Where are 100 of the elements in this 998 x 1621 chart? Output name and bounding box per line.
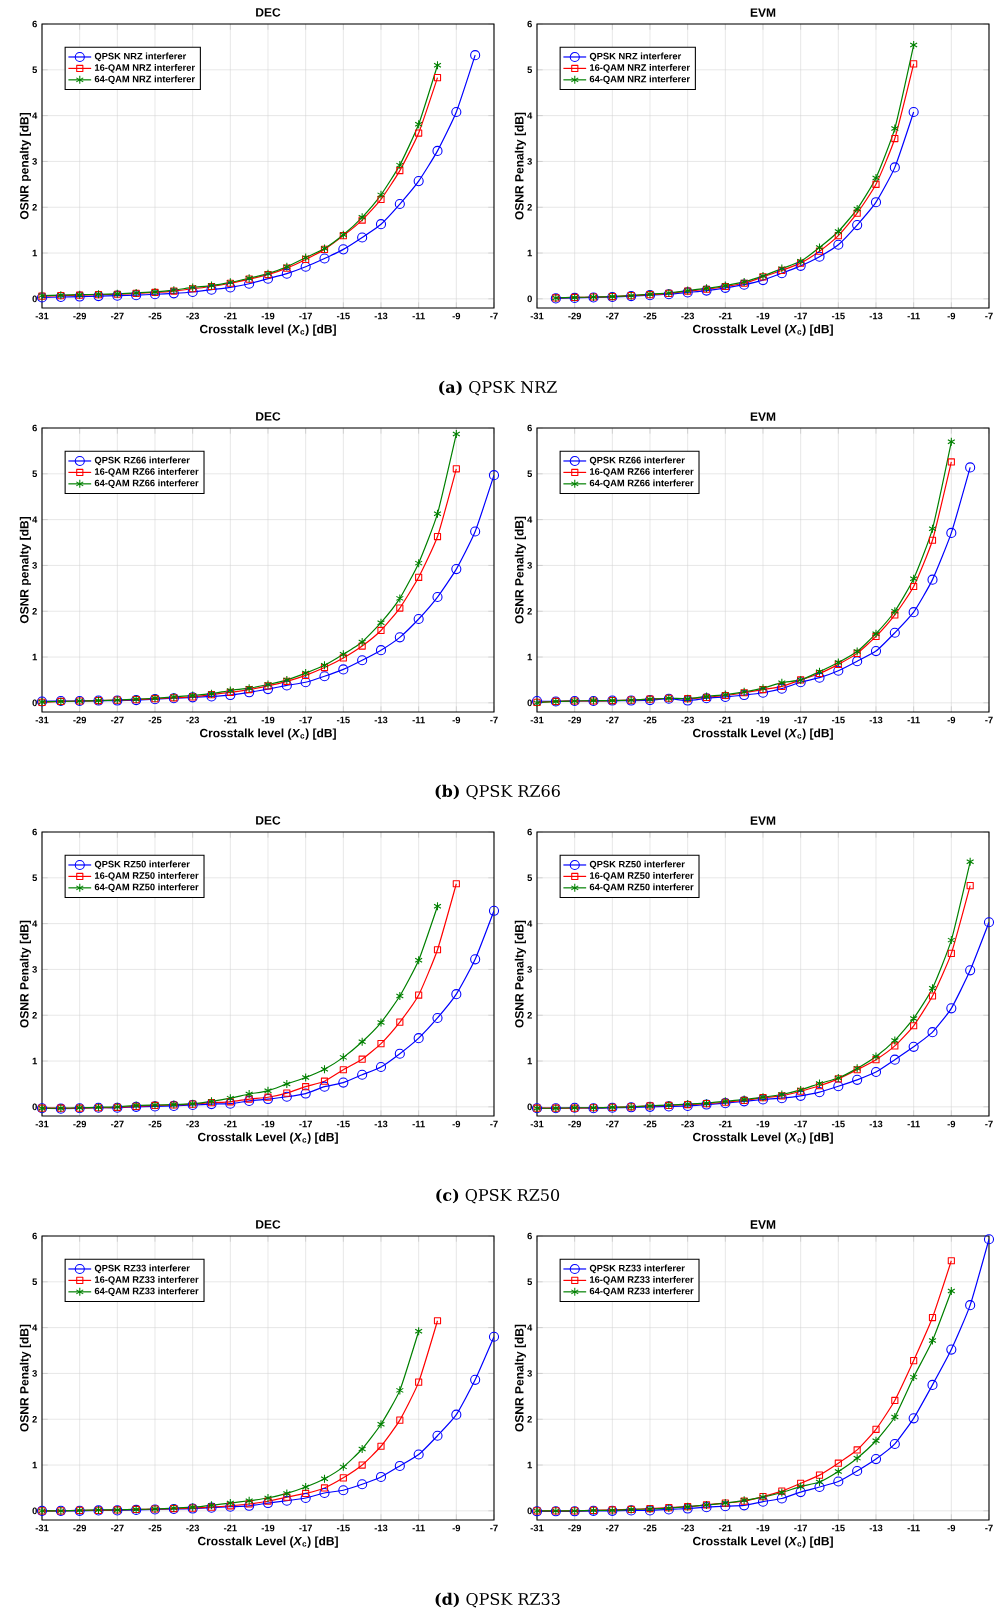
x-tick-label: -15 (832, 1120, 846, 1128)
point (872, 1425, 880, 1433)
point (396, 604, 404, 612)
x-tick-label: -21 (719, 716, 733, 724)
y-axis-title: OSNR Penalty [dB] (19, 1324, 32, 1432)
point (910, 1357, 918, 1365)
y-axis-title: OSNR Penalty [dB] (514, 516, 527, 624)
y-tick-label: 6 (32, 1232, 38, 1240)
x-tick-label: -31 (35, 1524, 49, 1532)
y-tick-label: 2 (527, 607, 533, 615)
point (815, 243, 824, 253)
point (283, 1079, 292, 1089)
y-tick-label: 5 (32, 874, 38, 882)
y-tick-label: 0 (527, 295, 533, 303)
point (909, 574, 918, 584)
point (833, 1476, 844, 1487)
point (300, 261, 311, 272)
y-tick-label: 1 (527, 249, 533, 257)
x-tick-label: -13 (869, 716, 883, 724)
point (833, 665, 844, 676)
point (909, 1013, 918, 1023)
x-tick-label: -9 (947, 312, 956, 320)
point (928, 1335, 937, 1345)
x-tick-label: -23 (186, 312, 200, 320)
point (339, 1052, 348, 1062)
point (795, 1090, 806, 1101)
legend-label: QPSK NRZ interferer (95, 52, 187, 62)
x-tick-label: -7 (985, 1524, 993, 1532)
chart-title: DEC (256, 412, 281, 421)
x-tick-label: -15 (337, 716, 351, 724)
x-tick-label: -17 (794, 1524, 808, 1532)
text: (c) QPSK RZ50 (436, 1188, 560, 1204)
y-tick-label: 6 (527, 424, 533, 432)
x-tick-label: -11 (907, 312, 921, 320)
y-axis-title: OSNR Penalty [dB] (514, 1324, 527, 1432)
legend-label: 16-QAM RZ33 interferer (95, 1276, 199, 1285)
x-tick-label: -31 (530, 312, 544, 320)
point (283, 1493, 291, 1501)
x-tick-label: -29 (73, 1120, 87, 1128)
point (433, 509, 442, 519)
chart-title: DEC (256, 816, 281, 825)
x-axis-title: Crosstalk Level (X$_{c}$) [dB] (693, 728, 834, 740)
point (910, 582, 918, 591)
point (396, 1018, 404, 1026)
point (834, 226, 843, 237)
x-tick-label: -17 (299, 312, 313, 320)
point (908, 1041, 919, 1052)
y-tick-label: 1 (32, 249, 38, 257)
x-tick-label: -21 (224, 1120, 238, 1128)
point (946, 1003, 957, 1014)
point (376, 219, 387, 230)
point (320, 1474, 329, 1484)
point (187, 286, 198, 298)
x-tick-label: -31 (35, 312, 49, 320)
point (852, 656, 863, 667)
point (376, 1471, 387, 1483)
point (376, 1061, 387, 1073)
point (489, 905, 500, 916)
point (396, 1385, 405, 1395)
text: (b) QPSK RZ66 (435, 784, 561, 800)
y-tick-label: 6 (527, 828, 533, 836)
point (927, 1379, 938, 1390)
point (908, 607, 919, 618)
point (357, 655, 368, 666)
point (966, 857, 975, 867)
x-tick-label: -23 (186, 1524, 200, 1532)
legend-label: QPSK RZ50 interferer (590, 860, 685, 870)
point (432, 1012, 443, 1024)
point (281, 268, 293, 279)
legend-label: 64-QAM RZ66 interferer (94, 479, 199, 489)
y-tick-label: 1 (527, 1461, 533, 1469)
point (396, 593, 405, 603)
point (302, 1489, 310, 1498)
point (947, 935, 956, 945)
point (871, 197, 882, 208)
point (947, 949, 956, 957)
point (739, 1500, 750, 1511)
point (339, 654, 348, 662)
point (815, 1477, 824, 1487)
x-tick-label: -17 (794, 312, 808, 320)
point (929, 536, 937, 544)
point (871, 1066, 882, 1078)
point (795, 1486, 806, 1498)
point (358, 637, 367, 647)
point (908, 106, 919, 118)
legend-label: 64-QAM RZ66 interferer (589, 479, 694, 489)
x-tick-label: -15 (337, 312, 351, 320)
chart-title: EVM (750, 816, 776, 825)
y-tick-label: 0 (32, 1103, 38, 1111)
x-tick-label: -29 (568, 1120, 582, 1128)
legend-label: QPSK RZ66 interferer (95, 456, 190, 466)
point (244, 687, 255, 698)
legend-label: 16-QAM RZ66 interferer (95, 468, 199, 477)
point (206, 284, 217, 295)
point (852, 220, 863, 231)
x-tick-label: -27 (606, 716, 619, 724)
y-tick-label: 5 (32, 470, 38, 478)
y-tick-label: 3 (32, 966, 38, 973)
point (377, 1018, 386, 1028)
point (377, 190, 386, 200)
